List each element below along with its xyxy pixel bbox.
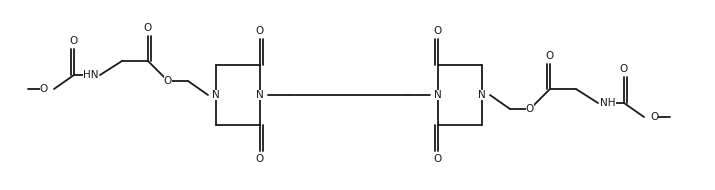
Text: O: O (70, 36, 78, 46)
Text: O: O (40, 84, 48, 94)
Text: O: O (526, 104, 534, 114)
Text: O: O (144, 23, 152, 33)
Text: O: O (434, 26, 442, 36)
Text: O: O (256, 26, 264, 36)
Text: O: O (546, 51, 554, 61)
Text: O: O (256, 154, 264, 164)
Text: O: O (164, 76, 172, 86)
Text: NH: NH (600, 98, 616, 108)
Text: N: N (256, 90, 264, 100)
Text: N: N (212, 90, 220, 100)
Text: O: O (434, 154, 442, 164)
Text: N: N (478, 90, 486, 100)
Text: O: O (650, 112, 659, 122)
Text: N: N (434, 90, 442, 100)
Text: HN: HN (82, 70, 98, 80)
Text: O: O (620, 64, 628, 74)
